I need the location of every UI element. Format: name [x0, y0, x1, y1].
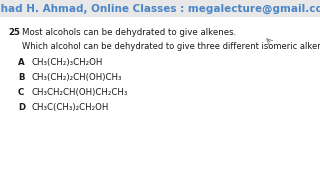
Text: CH₃C(CH₃)₂CH₂OH: CH₃C(CH₃)₂CH₂OH: [32, 103, 109, 112]
Text: A: A: [18, 58, 25, 67]
Text: CH₃CH₂CH(OH)CH₂CH₃: CH₃CH₂CH(OH)CH₂CH₃: [32, 88, 128, 97]
FancyBboxPatch shape: [0, 17, 320, 180]
FancyBboxPatch shape: [0, 0, 320, 17]
Text: CH₃(CH₂)₂CH(OH)CH₃: CH₃(CH₂)₂CH(OH)CH₃: [32, 73, 123, 82]
Text: 25: 25: [8, 28, 20, 37]
Text: C: C: [18, 88, 24, 97]
Text: D: D: [18, 103, 25, 112]
Text: Most alcohols can be dehydrated to give alkenes.: Most alcohols can be dehydrated to give …: [22, 28, 236, 37]
Text: Which alcohol can be dehydrated to give three different isomeric alkenes?: Which alcohol can be dehydrated to give …: [22, 42, 320, 51]
Text: Fahad H. Ahmad, Online Classes : megalecture@gmail.com: Fahad H. Ahmad, Online Classes : megalec…: [0, 3, 320, 14]
Text: CH₃(CH₂)₃CH₂OH: CH₃(CH₂)₃CH₂OH: [32, 58, 103, 67]
Text: B: B: [18, 73, 25, 82]
